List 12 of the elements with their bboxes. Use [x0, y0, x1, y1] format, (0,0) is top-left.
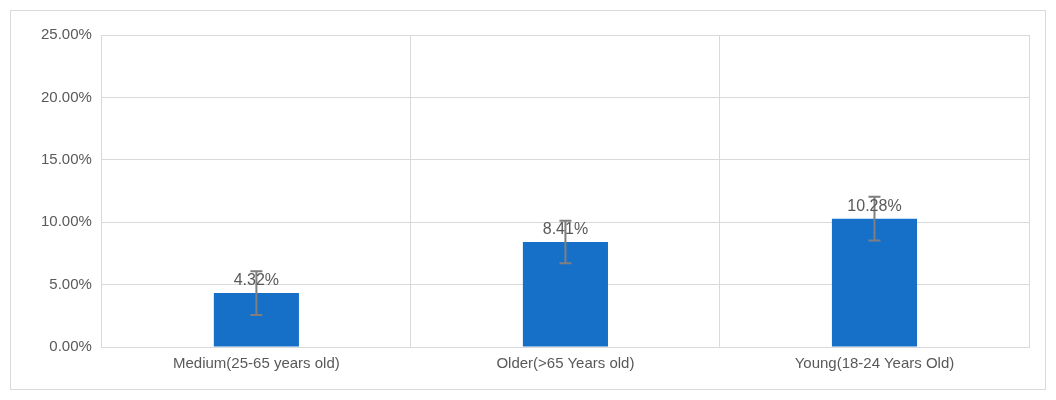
x-tick-label: Older(>65 Years old)	[496, 354, 635, 372]
bar	[522, 242, 608, 347]
y-tick-label: 5.00%	[49, 274, 92, 292]
y-tick-label: 15.00%	[41, 149, 92, 167]
y-tick-label: 20.00%	[41, 87, 92, 105]
y-tick-label: 0.00%	[49, 337, 92, 355]
x-tick-label: Young(18-24 Years Old)	[794, 354, 955, 372]
y-tick-label: 10.00%	[41, 212, 92, 230]
x-tick-label: Medium(25-65 years old)	[173, 354, 340, 372]
y-tick-label: 25.00%	[41, 25, 92, 43]
bar	[831, 218, 918, 347]
bar	[213, 293, 299, 347]
